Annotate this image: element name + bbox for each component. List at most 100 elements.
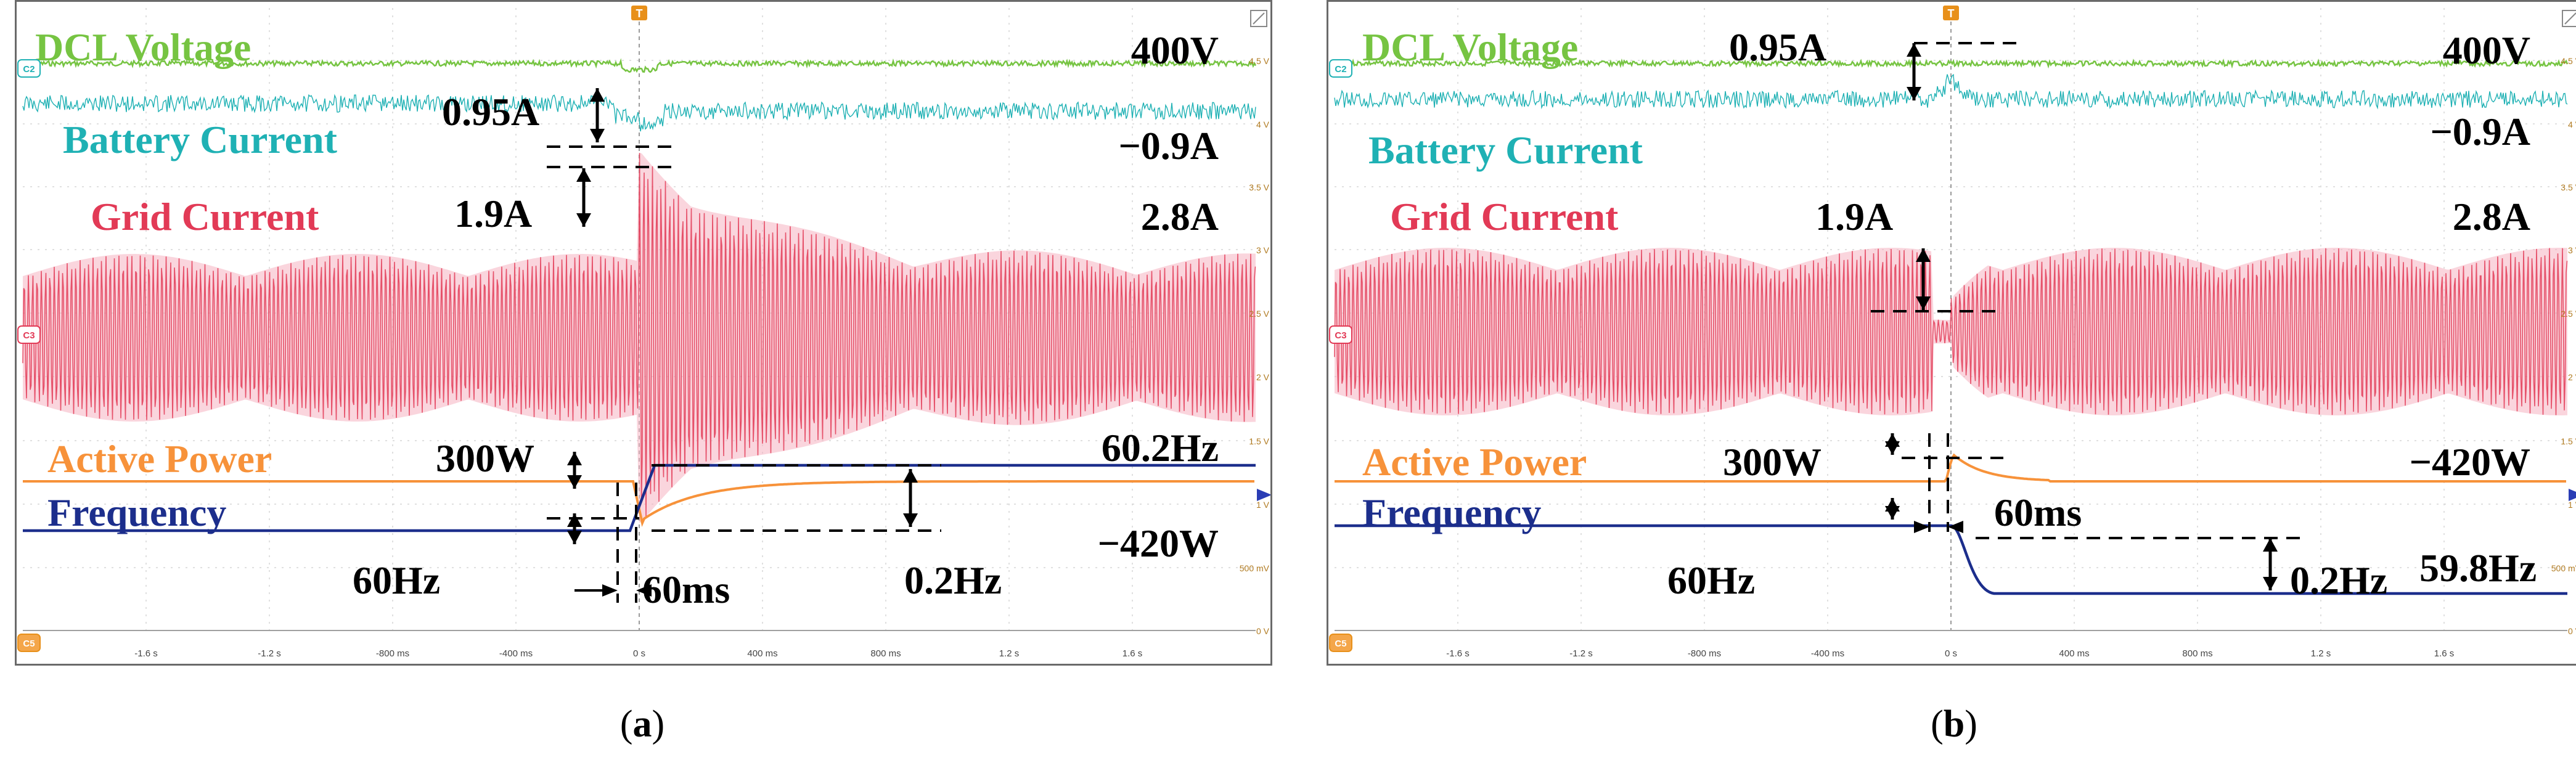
x-tick-label-7: 1.2 s — [999, 648, 1020, 659]
arrow-delay-right — [636, 584, 652, 597]
trace-dcl-voltage — [1334, 58, 2569, 69]
x-tick-label-3: -400 ms — [1811, 648, 1844, 659]
label-frequency: Frequency — [47, 491, 226, 534]
label-battery-current: Battery Current — [63, 118, 338, 161]
channel-marker-0 — [1329, 59, 1352, 78]
channel-marker-label-1: C3 — [1335, 330, 1346, 341]
arrow-battery-step-head-top — [590, 88, 605, 102]
y-tick-label-7: 1 V — [1256, 500, 1270, 510]
y-tick-label-7: 1 V — [2568, 500, 2576, 510]
value-grid-current: 2.8A — [2453, 195, 2530, 239]
y-tick-label-2: 3.5 V — [1249, 182, 1269, 192]
trigger-marker — [1943, 6, 1959, 20]
x-tick-label-2: -800 ms — [1688, 648, 1721, 659]
channel-marker-label-2: C5 — [1335, 638, 1346, 649]
y-tick-label-5: 2 V — [1256, 372, 1270, 382]
channel-marker-label-0: C2 — [1335, 64, 1346, 75]
value-dcl-voltage: 400V — [1131, 28, 1219, 72]
trigger-marker — [631, 6, 647, 20]
label-active-power: Active Power — [1362, 440, 1587, 484]
y-tick-label-6: 1.5 V — [1249, 436, 1269, 446]
value-delay: 60ms — [642, 568, 730, 611]
value-active-power-after: −420W — [1098, 521, 1219, 565]
label-frequency: Frequency — [1362, 491, 1541, 534]
oscilloscope-panel-a: T DCL Voltage 400V Battery Current −0.9A Grid… — [15, 0, 1272, 666]
channel-marker-label-0: C2 — [23, 64, 35, 75]
arrow-grid-step-head-bottom — [1916, 296, 1931, 310]
value-active-power-after: −420W — [2410, 440, 2530, 484]
x-tick-label-0: -1.6 s — [134, 648, 158, 659]
caption-a: (a) — [619, 703, 665, 745]
value-dcl-voltage: 400V — [2443, 28, 2530, 72]
x-tick-label-1: -1.2 s — [258, 648, 281, 659]
label-dcl-voltage: DCL Voltage — [35, 25, 251, 69]
channel-marker-1 — [17, 325, 41, 344]
x-tick-label-5: 400 ms — [2059, 648, 2089, 659]
scope-plot-a: T DCL Voltage 400V Battery Current −0.9A Grid… — [17, 6, 1270, 659]
arrow-active-power-head-bottom — [567, 475, 582, 489]
value-battery-step: 0.95A — [442, 90, 539, 134]
value-delay: 60ms — [1994, 491, 2082, 534]
value-battery-current: −0.9A — [2430, 110, 2530, 153]
arrow-grid-step-head-top — [1916, 248, 1931, 262]
channel-marker-0 — [17, 59, 41, 78]
arrow-delay-left — [1914, 521, 1929, 533]
x-tick-label-8: 1.6 s — [2434, 648, 2455, 659]
label-grid-current: Grid Current — [91, 195, 319, 239]
oscilloscope-panel-b: T DCL Voltage 400V Battery Current −0.9A Grid… — [1327, 0, 2576, 666]
y-tick-label-5: 2 V — [2568, 372, 2576, 382]
x-tick-label-0: -1.6 s — [1446, 648, 1470, 659]
x-tick-label-6: 800 ms — [870, 648, 901, 659]
y-tick-label-8: 500 mV — [1240, 563, 1270, 573]
channel-marker-label-1: C3 — [23, 330, 35, 341]
value-frequency-after: 60.2Hz — [1102, 426, 1219, 470]
y-tick-label-0: 4.5 V — [2561, 56, 2576, 66]
value-frequency-after: 59.8Hz — [2419, 546, 2537, 590]
y-tick-label-3: 3 V — [1256, 245, 1270, 255]
value-active-power-before: 300W — [1723, 440, 1822, 484]
value-battery-step: 0.95A — [1729, 25, 1826, 69]
label-battery-current: Battery Current — [1368, 128, 1643, 172]
corner-icon-mark — [1253, 12, 1265, 25]
corner-icon — [1250, 10, 1267, 27]
arrow-frequency-step-head-bottom — [903, 513, 918, 527]
arrow-frequency-step-head-top — [2263, 538, 2278, 552]
scope-plot-b: T DCL Voltage 400V Battery Current −0.9A Grid… — [1329, 6, 2576, 659]
arrow-delay-left — [602, 584, 618, 597]
arrow-ap-low-head-top — [567, 513, 582, 527]
arrow-frequency-step-head-bottom — [2263, 577, 2278, 590]
trace-grid-current — [1334, 248, 2568, 415]
trigger-marker-label: T — [636, 7, 643, 20]
value-grid-step: 1.9A — [1815, 195, 1893, 239]
arrow-battery-step-head-top — [1907, 43, 1921, 57]
trace-battery-current — [1334, 73, 2568, 110]
value-frequency-step: 0.2Hz — [904, 558, 1002, 602]
y-tick-label-8: 500 mV — [2551, 563, 2576, 573]
label-active-power: Active Power — [47, 437, 272, 481]
y-tick-label-0: 4.5 V — [1249, 56, 1269, 66]
channel-marker-1 — [1329, 325, 1352, 344]
corner-icon — [2562, 10, 2576, 27]
x-tick-label-5: 400 ms — [747, 648, 777, 659]
trigger-marker-label: T — [1948, 7, 1955, 20]
frequency-ref-arrow — [2569, 489, 2576, 501]
y-tick-label-9: 0 V — [1256, 626, 1270, 636]
trace-frequency — [23, 463, 1256, 532]
value-frequency-before: 60Hz — [1667, 558, 1755, 602]
arrow-grid-step-head-top — [576, 168, 591, 182]
frequency-ref-arrow — [1257, 489, 1270, 501]
label-dcl-voltage: DCL Voltage — [1362, 25, 1578, 69]
caption-b: (b) — [1931, 703, 1977, 745]
arrow-delay-right — [1948, 521, 1963, 533]
y-tick-label-1: 4 V — [1256, 120, 1270, 129]
y-tick-label-1: 4 V — [2568, 120, 2576, 129]
arrow-battery-step-head-bottom — [590, 129, 605, 142]
y-tick-label-6: 1.5 V — [2561, 436, 2576, 446]
value-battery-current: −0.9A — [1118, 124, 1219, 168]
label-grid-current: Grid Current — [1390, 195, 1619, 239]
x-tick-label-6: 800 ms — [2182, 648, 2212, 659]
arrow-active-power-head-top — [567, 452, 582, 465]
y-tick-label-2: 3.5 V — [2561, 182, 2576, 192]
channel-marker-2 — [1329, 634, 1352, 652]
y-tick-label-3: 3 V — [2568, 245, 2576, 255]
